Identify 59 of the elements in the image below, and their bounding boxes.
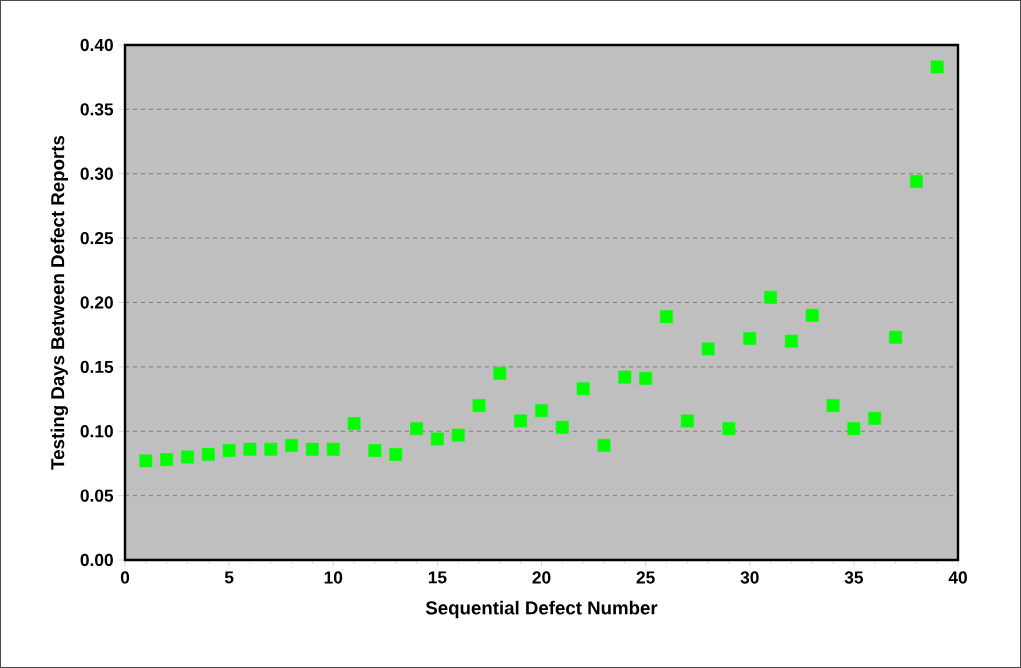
point xyxy=(743,332,757,345)
point xyxy=(472,399,486,412)
x-tick-label: 30 xyxy=(740,571,759,584)
point xyxy=(868,411,882,425)
y-tick-label: 0.15 xyxy=(80,360,114,374)
point xyxy=(555,420,569,434)
point xyxy=(909,175,923,188)
x-tick-label: 25 xyxy=(636,571,655,584)
point xyxy=(701,342,715,356)
y-tick-label: 0.10 xyxy=(80,425,113,438)
point xyxy=(201,448,215,461)
y-tick-label: 0.00 xyxy=(80,553,113,567)
point xyxy=(618,370,632,384)
point xyxy=(410,422,423,436)
point xyxy=(722,422,736,436)
point xyxy=(451,428,465,442)
y-tick-label: 0.40 xyxy=(80,38,113,52)
y-tick-label: 0.30 xyxy=(80,167,113,180)
point xyxy=(680,414,694,428)
point xyxy=(368,444,382,457)
y-tick-label: 0.35 xyxy=(80,103,114,116)
point xyxy=(889,330,902,344)
point xyxy=(181,450,194,464)
x-tick-label: 0 xyxy=(120,571,130,584)
point xyxy=(430,432,444,446)
point xyxy=(639,372,653,385)
x-axis-title: Sequential Defect Number xyxy=(425,600,658,619)
point xyxy=(847,422,861,436)
point xyxy=(139,454,153,468)
x-tick-label: 5 xyxy=(224,571,234,584)
y-axis-title: Testing Days Between Defect Reports xyxy=(50,135,69,470)
point xyxy=(222,444,236,457)
point xyxy=(160,453,174,466)
point xyxy=(493,366,507,380)
x-tick-label: 35 xyxy=(844,571,864,584)
x-tick-label: 20 xyxy=(532,571,551,584)
point xyxy=(785,334,798,348)
y-tick-label: 0.20 xyxy=(80,296,113,309)
y-tick-label: 0.05 xyxy=(80,489,114,502)
x-tick-label: 15 xyxy=(428,571,447,584)
y-tick-label: 0.25 xyxy=(80,231,114,245)
point xyxy=(805,308,819,322)
point xyxy=(660,310,673,324)
point xyxy=(243,442,257,456)
point xyxy=(264,442,278,456)
point xyxy=(285,439,299,452)
point xyxy=(306,442,319,456)
x-tick-label: 40 xyxy=(948,571,967,584)
point xyxy=(576,382,590,396)
point xyxy=(326,442,340,456)
x-tick-label: 10 xyxy=(324,571,343,584)
point xyxy=(930,60,944,74)
point xyxy=(514,414,528,428)
point xyxy=(535,404,548,418)
point xyxy=(347,417,361,430)
point xyxy=(826,399,840,412)
point xyxy=(597,439,611,452)
point xyxy=(389,448,403,461)
point xyxy=(764,290,777,304)
